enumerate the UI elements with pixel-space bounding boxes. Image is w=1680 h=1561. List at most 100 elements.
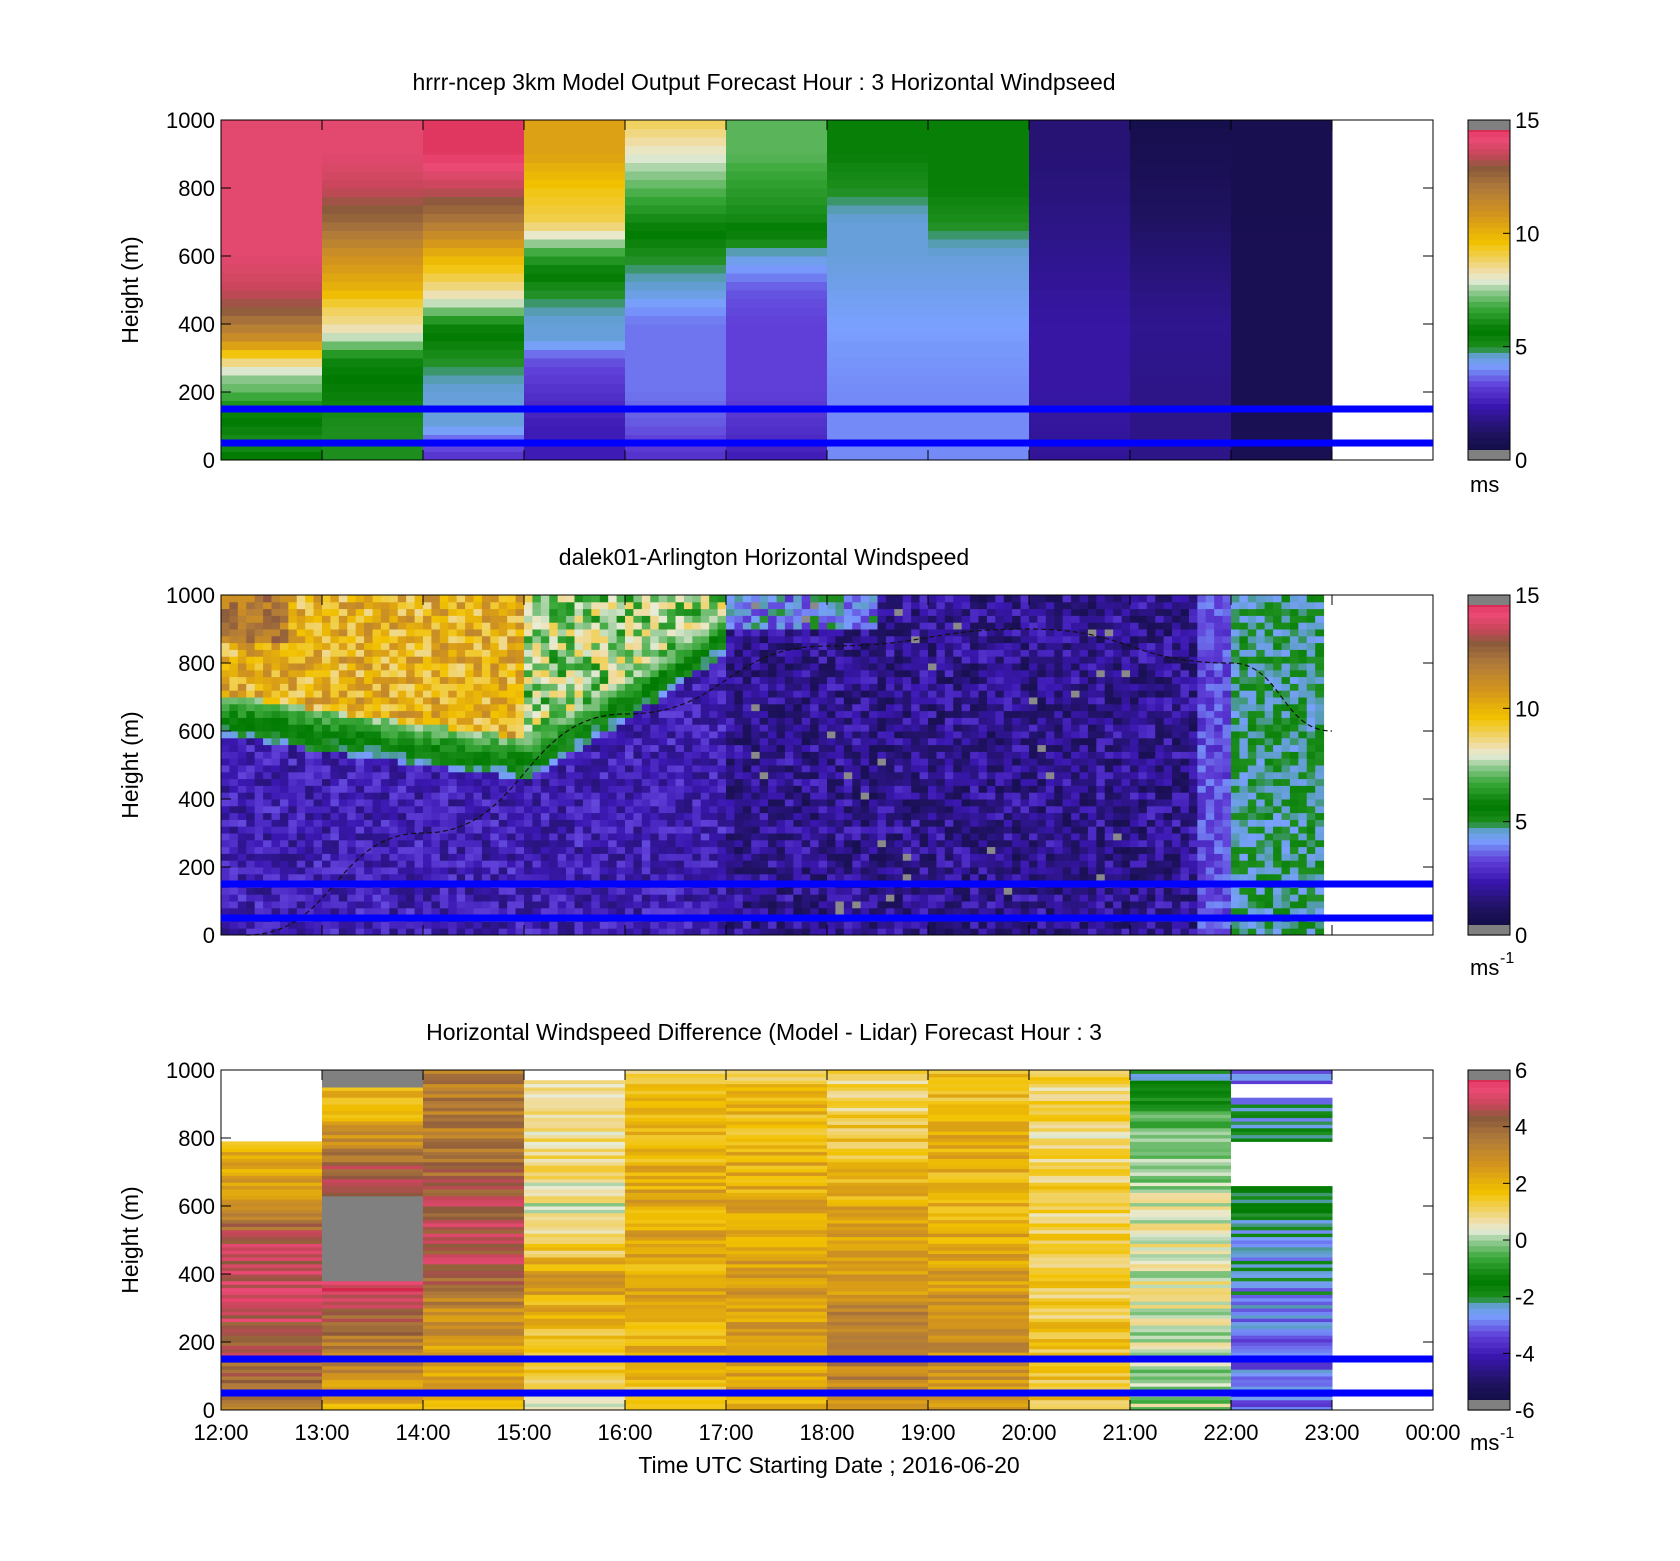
heatmap-cell bbox=[641, 846, 651, 854]
heatmap-cell bbox=[1130, 179, 1232, 189]
heatmap-cell bbox=[423, 792, 432, 800]
heatmap-cell bbox=[784, 703, 794, 712]
heatmap-cell bbox=[709, 663, 719, 671]
heatmap-cell bbox=[700, 710, 710, 718]
heatmap-cell bbox=[936, 785, 946, 793]
heatmap-cell bbox=[330, 717, 340, 725]
heatmap-cell bbox=[734, 785, 744, 793]
heatmap-cell bbox=[877, 731, 887, 739]
heatmap-cell bbox=[481, 792, 491, 800]
heatmap-cell bbox=[885, 690, 895, 698]
heatmap-cell bbox=[237, 853, 247, 861]
heatmap-cell bbox=[726, 349, 828, 359]
heatmap-cell bbox=[827, 154, 929, 163]
heatmap-cell bbox=[448, 765, 458, 773]
heatmap-cell bbox=[221, 290, 323, 299]
heatmap-cell bbox=[389, 907, 399, 916]
heatmap-cell bbox=[473, 860, 483, 868]
heatmap-cell bbox=[852, 826, 862, 834]
heatmap-cell bbox=[288, 839, 298, 848]
heatmap-cell bbox=[692, 737, 702, 746]
heatmap-cell bbox=[389, 622, 399, 630]
heatmap-cell bbox=[961, 826, 971, 834]
heatmap-cell bbox=[793, 771, 803, 780]
heatmap-cell bbox=[448, 833, 458, 841]
heatmap-cell bbox=[372, 724, 382, 732]
heatmap-cell bbox=[347, 792, 357, 800]
heatmap-cell bbox=[818, 703, 828, 712]
heatmap-cell bbox=[641, 676, 651, 684]
heatmap-cell bbox=[919, 765, 929, 773]
heatmap-cell bbox=[296, 928, 306, 936]
heatmap-cell bbox=[439, 901, 449, 909]
heatmap-cell bbox=[928, 137, 1030, 146]
heatmap-cell bbox=[810, 724, 820, 732]
heatmap-cell bbox=[574, 697, 584, 705]
heatmap-cell bbox=[953, 853, 963, 861]
heatmap-cell bbox=[759, 642, 769, 650]
heatmap-cell bbox=[835, 846, 845, 854]
heatmap-cell bbox=[1029, 162, 1131, 172]
heatmap-cell bbox=[667, 792, 676, 800]
heatmap-cell bbox=[827, 145, 929, 155]
heatmap-cell bbox=[742, 873, 752, 882]
heatmap-cell bbox=[726, 731, 735, 739]
heatmap-cell bbox=[616, 846, 626, 854]
heatmap-cell bbox=[784, 805, 794, 814]
heatmap-cell bbox=[599, 717, 609, 725]
heatmap-cell bbox=[254, 635, 264, 644]
heatmap-cell bbox=[566, 595, 575, 603]
heatmap-cell bbox=[330, 710, 340, 718]
heatmap-cell bbox=[515, 765, 525, 773]
heatmap-cell bbox=[347, 860, 357, 868]
heatmap-cell bbox=[768, 792, 777, 800]
heatmap-cell bbox=[372, 744, 382, 752]
heatmap-cell bbox=[852, 635, 862, 644]
heatmap-cell bbox=[423, 332, 525, 342]
heatmap-cell bbox=[322, 737, 331, 746]
heatmap-cell bbox=[700, 676, 710, 684]
heatmap-cell bbox=[709, 703, 719, 712]
heatmap-cell bbox=[549, 819, 559, 827]
heatmap-cell bbox=[894, 744, 904, 752]
heatmap-cell bbox=[322, 417, 424, 427]
heatmap-cell bbox=[936, 690, 946, 698]
heatmap-cell bbox=[305, 887, 315, 895]
heatmap-cell bbox=[877, 615, 887, 623]
heatmap-cell bbox=[675, 907, 685, 916]
heatmap-cell bbox=[279, 839, 289, 848]
heatmap-cell bbox=[347, 867, 357, 875]
heatmap-cell bbox=[221, 392, 323, 401]
heatmap-cell bbox=[616, 669, 626, 678]
heatmap-cell bbox=[1029, 213, 1131, 223]
heatmap-cell bbox=[827, 392, 929, 401]
heatmap-cell bbox=[406, 805, 416, 814]
heatmap-cell bbox=[347, 778, 357, 786]
heatmap-cell bbox=[574, 873, 584, 882]
heatmap-cell bbox=[557, 819, 567, 827]
heatmap-cell bbox=[271, 710, 281, 718]
heatmap-cell bbox=[279, 826, 289, 834]
heatmap-cell bbox=[793, 778, 803, 786]
heatmap-cell bbox=[726, 179, 828, 189]
heatmap-cell bbox=[380, 629, 390, 637]
heatmap-cell bbox=[953, 717, 963, 725]
heatmap-cell bbox=[919, 853, 929, 861]
heatmap-cell bbox=[557, 697, 567, 705]
heatmap-cell bbox=[423, 642, 432, 650]
heatmap-cell bbox=[473, 901, 483, 909]
heatmap-cell-missing bbox=[877, 758, 887, 766]
heatmap-cell bbox=[633, 751, 643, 759]
heatmap-cell bbox=[885, 921, 895, 929]
heatmap-cell bbox=[658, 690, 668, 698]
heatmap-cell bbox=[557, 676, 567, 684]
heatmap-cell bbox=[852, 737, 862, 746]
heatmap-cell bbox=[776, 690, 786, 698]
heatmap-cell bbox=[742, 595, 752, 603]
heatmap-cell bbox=[557, 860, 567, 868]
heatmap-cell bbox=[726, 751, 735, 759]
heatmap-cell bbox=[911, 778, 921, 786]
heatmap-cell bbox=[524, 703, 533, 712]
heatmap-cell bbox=[759, 737, 769, 746]
